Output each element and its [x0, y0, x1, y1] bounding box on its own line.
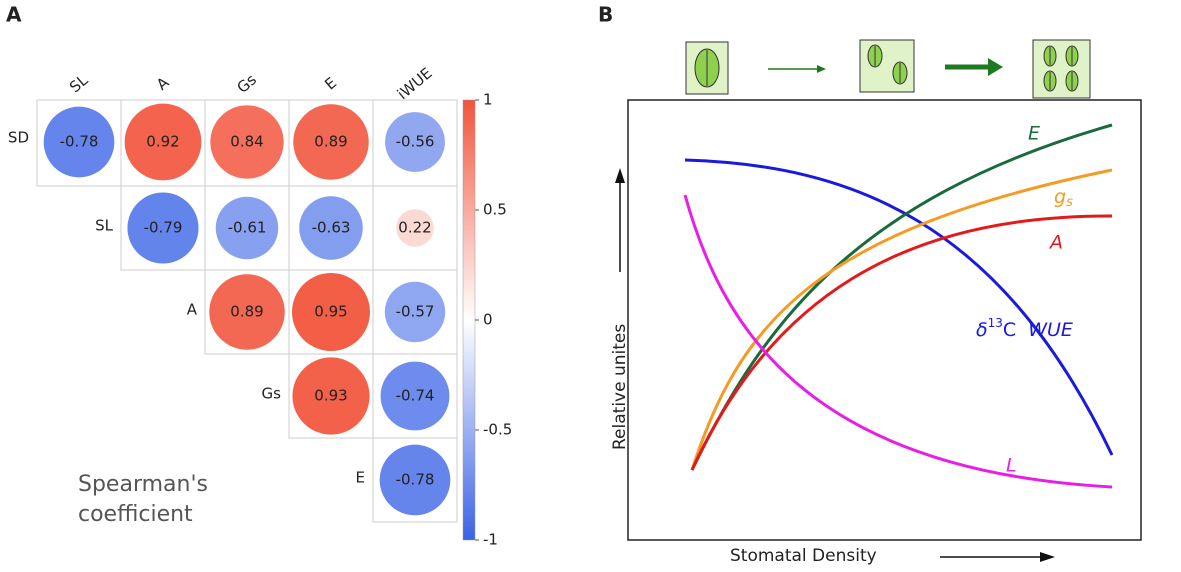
curve-label-sup: 13	[988, 316, 1003, 330]
curve-label: L	[1006, 455, 1017, 477]
curve-label: A	[1048, 232, 1063, 254]
curve-label-sub: s	[1066, 195, 1073, 210]
curve	[690, 168, 1113, 471]
value-label: -0.61	[228, 219, 267, 237]
value-label: -0.78	[60, 133, 99, 151]
correlation-circle	[385, 112, 445, 172]
column-label: E	[321, 74, 340, 94]
colorbar-tick-label: 1	[483, 91, 493, 109]
schematic: E gs A δ13C WUE L Stomatal Density Relati…	[610, 39, 1142, 566]
correlation-circle	[124, 103, 202, 181]
curve-label: E	[1028, 123, 1040, 145]
curve	[683, 194, 1113, 489]
value-label: -0.74	[396, 387, 435, 405]
row-label: E	[356, 469, 365, 487]
correlation-circle	[292, 273, 370, 351]
colorbar-tick-label: 0	[483, 311, 493, 329]
curve-label: WUE	[1028, 319, 1073, 341]
correlation-circle	[384, 281, 446, 343]
stomata-icons	[685, 39, 1091, 99]
row-label: SL	[95, 217, 114, 235]
panel-label: A	[6, 3, 22, 27]
column-label: Gs	[233, 70, 260, 96]
correlation-circle	[209, 274, 285, 350]
value-label: 0.89	[314, 133, 347, 151]
colorbar	[462, 99, 476, 541]
colorbar-tick-label: -1	[483, 531, 498, 549]
column-label: SL	[66, 71, 92, 97]
correlation-circle	[127, 192, 199, 264]
correlation-circle	[215, 196, 279, 260]
panel-label: B	[598, 3, 613, 27]
value-label: -0.56	[396, 133, 435, 151]
x-axis-label: Stomatal Density	[730, 546, 877, 566]
value-label: 0.93	[314, 387, 347, 405]
value-label: 0.22	[398, 219, 431, 237]
row-label: Gs	[262, 385, 282, 403]
column-label: iWUE	[394, 64, 436, 103]
value-label: -0.78	[396, 471, 435, 489]
row-label: SD	[8, 129, 29, 147]
correlation-circle	[380, 361, 450, 431]
correlation-circle	[210, 105, 284, 179]
correlation-circle	[379, 444, 451, 516]
cell	[372, 437, 458, 523]
curve	[690, 214, 1113, 471]
curve-label: gs	[1054, 186, 1073, 210]
correlation-circle	[292, 357, 370, 435]
curve-label: g	[1054, 186, 1066, 208]
row-label: A	[187, 301, 198, 319]
curve	[684, 158, 1114, 456]
curve-label: δ	[976, 319, 988, 341]
curve-label: C	[1003, 319, 1016, 341]
colorbar-tick-label: -0.5	[483, 421, 512, 439]
correlation-circle	[299, 196, 363, 260]
curve	[690, 123, 1113, 471]
value-label: -0.63	[312, 219, 351, 237]
value-label: -0.79	[144, 219, 183, 237]
curve-label: δ13C WUE	[976, 316, 1073, 341]
y-axis-label: Relative unites	[610, 324, 630, 450]
value-label: -0.57	[396, 303, 435, 321]
value-label: 0.92	[146, 133, 179, 151]
correlation-circle	[396, 209, 434, 247]
plot-frame	[627, 99, 1142, 541]
colorbar-tick-label: 0.5	[483, 201, 507, 219]
correlation-circle	[43, 106, 115, 178]
legend-title: Spearman's coefficient	[78, 472, 208, 527]
column-label: A	[153, 73, 173, 94]
value-label: 0.84	[230, 133, 263, 151]
value-label: 0.89	[230, 303, 263, 321]
correlation-circle	[293, 104, 369, 180]
value-label: 0.95	[314, 303, 347, 321]
